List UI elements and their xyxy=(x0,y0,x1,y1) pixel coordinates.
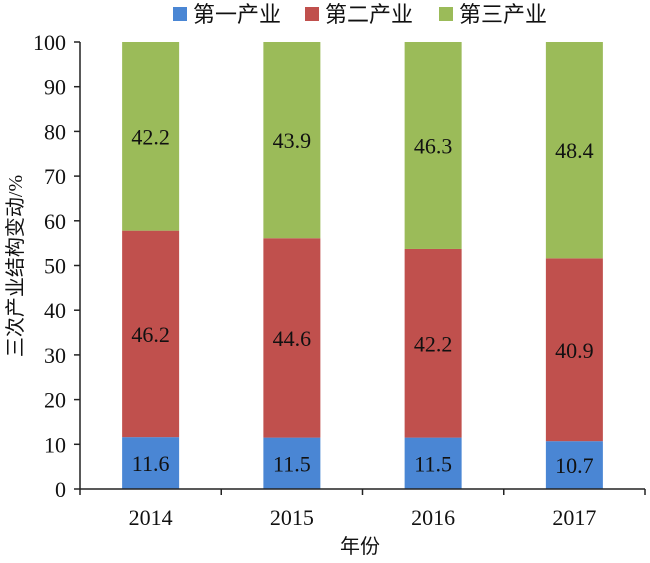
bar-segment xyxy=(545,42,603,259)
legend-swatch xyxy=(305,7,319,21)
y-tick-label: 70 xyxy=(44,164,66,189)
bar-segment xyxy=(263,238,321,438)
y-tick-label: 80 xyxy=(44,119,66,144)
y-tick-label: 10 xyxy=(44,432,66,457)
data-label: 46.2 xyxy=(131,322,170,347)
bar-segment xyxy=(404,437,462,489)
bar-segment xyxy=(122,42,180,231)
x-tick-label: 2015 xyxy=(270,505,314,530)
data-label: 11.5 xyxy=(273,451,311,476)
y-axis-title: 三次产业结构变动/% xyxy=(4,175,27,357)
data-label: 11.6 xyxy=(132,451,170,476)
y-tick-label: 40 xyxy=(44,298,66,323)
x-tick-label: 2016 xyxy=(411,505,455,530)
bar-segment xyxy=(404,248,462,438)
data-label: 40.9 xyxy=(555,338,594,363)
legend-swatch xyxy=(439,7,453,21)
legend-label: 第三产业 xyxy=(459,2,547,27)
bars xyxy=(122,42,603,489)
y-tick-label: 90 xyxy=(44,75,66,100)
x-axis-title: 年份 xyxy=(340,535,380,558)
bar-segment xyxy=(545,441,603,489)
data-labels: 11.6 46.2 42.2 11.5 44.6 43.9 11.5 42.2 46.3 10.7… xyxy=(131,124,593,478)
bar-segment xyxy=(545,258,603,442)
data-label: 43.9 xyxy=(273,128,312,153)
data-label: 46.3 xyxy=(414,133,453,158)
y-tick-label: 60 xyxy=(44,209,66,234)
data-label: 44.6 xyxy=(273,326,312,351)
bar-segment xyxy=(263,42,321,239)
legend-label: 第二产业 xyxy=(325,2,413,27)
y-tick-label: 0 xyxy=(55,477,66,502)
bar-segment xyxy=(122,230,180,438)
legend-swatch xyxy=(173,7,187,21)
legend-label: 第一产业 xyxy=(193,2,281,27)
bar-segment xyxy=(404,42,462,249)
y-tick-label: 20 xyxy=(44,388,66,413)
y-tick-label: 30 xyxy=(44,343,66,368)
data-label: 11.5 xyxy=(414,451,452,476)
bar-segment xyxy=(263,437,321,489)
axes: 0 10 20 30 40 50 60 70 80 90 100 2014 2015 2016 2017 xyxy=(33,30,646,530)
data-label: 42.2 xyxy=(131,124,170,149)
data-label: 10.7 xyxy=(555,453,594,478)
bar-segment xyxy=(122,437,180,489)
x-tick-label: 2014 xyxy=(129,505,173,530)
legend: 第一产业 第二产业 第三产业 xyxy=(173,2,547,27)
data-label: 42.2 xyxy=(414,331,453,356)
data-label: 48.4 xyxy=(555,138,594,163)
x-tick-label: 2017 xyxy=(552,505,596,530)
y-tick-label: 50 xyxy=(44,254,66,279)
y-tick-label: 100 xyxy=(33,30,66,55)
